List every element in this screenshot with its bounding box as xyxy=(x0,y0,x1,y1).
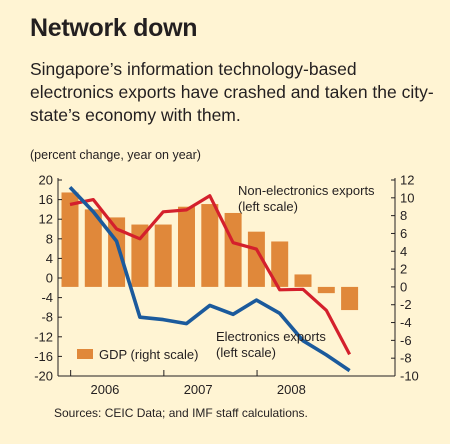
right-tick-label: 2 xyxy=(400,262,407,277)
gdp-bar xyxy=(271,241,289,287)
gdp-legend-swatch xyxy=(77,349,93,359)
right-tick-label: 4 xyxy=(400,244,407,259)
left-tick-label: -20 xyxy=(34,369,53,384)
source-note: Sources: CEIC Data; and IMF staff calcul… xyxy=(54,406,308,420)
gdp-legend-label: GDP (right scale) xyxy=(99,347,198,362)
right-tick-label: -2 xyxy=(400,297,412,312)
right-tick-label: -8 xyxy=(400,351,412,366)
gdp-bars xyxy=(61,192,359,311)
chart-subtitle: Singapore’s information technology-based… xyxy=(30,59,434,125)
axes: 201612840-4-8-12-16-20121086420-2-4-6-8-… xyxy=(34,173,419,398)
right-tick-label: 6 xyxy=(400,226,407,241)
gdp-bar xyxy=(341,286,359,311)
chart-title: Network down xyxy=(30,14,198,42)
gdp-bar xyxy=(61,192,79,287)
gdp-bar xyxy=(84,209,102,287)
series-lines xyxy=(68,186,352,373)
left-tick-label: -8 xyxy=(41,310,53,325)
gdp-bar xyxy=(224,212,242,287)
annotations: Non-electronics exports (left scale) Elect… xyxy=(77,183,375,362)
left-tick-label: -4 xyxy=(41,290,53,305)
right-tick-label: 0 xyxy=(400,279,407,294)
left-tick-label: 16 xyxy=(39,192,53,207)
right-tick-label: -6 xyxy=(400,333,412,348)
unit-note: (percent change, year on year) xyxy=(30,148,201,162)
gdp-bar xyxy=(294,274,312,287)
gdp-bar xyxy=(154,224,172,287)
non-electronics-label: Non-electronics exports (left scale) xyxy=(238,183,375,214)
x-tick-label: 2006 xyxy=(90,382,119,397)
left-tick-label: 4 xyxy=(46,251,53,266)
left-tick-label: 8 xyxy=(46,231,53,246)
right-tick-label: -4 xyxy=(400,315,412,330)
right-tick-label: -10 xyxy=(400,369,419,384)
electronics-line xyxy=(68,186,351,373)
x-tick-label: 2007 xyxy=(184,382,213,397)
left-tick-label: 20 xyxy=(39,173,53,188)
gdp-bar xyxy=(178,206,195,287)
left-tick-label: -16 xyxy=(34,349,53,364)
right-tick-label: 8 xyxy=(400,208,407,223)
left-tick-label: 0 xyxy=(46,271,53,286)
electronics-label: Electronics exports (left scale) xyxy=(216,329,326,360)
gdp-bar xyxy=(201,204,219,287)
right-tick-label: 12 xyxy=(400,173,414,188)
gdp-bar xyxy=(131,224,149,287)
left-tick-label: -12 xyxy=(34,329,53,344)
x-tick-label: 2008 xyxy=(277,382,306,397)
gdp-bar xyxy=(247,231,265,287)
right-tick-label: 10 xyxy=(400,190,414,205)
left-tick-label: 12 xyxy=(39,212,53,227)
gdp-bar xyxy=(317,286,335,294)
non-electronics-line xyxy=(69,194,352,356)
